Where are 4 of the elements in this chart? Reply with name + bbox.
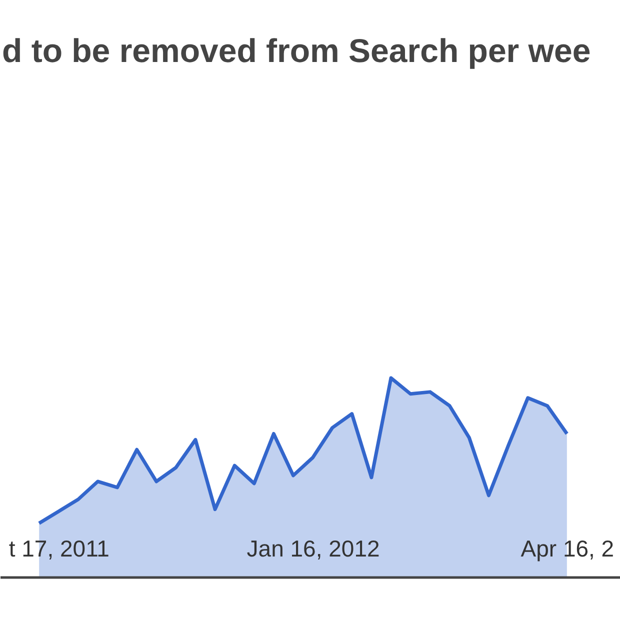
- x-tick-label: Apr 16, 2: [520, 536, 614, 562]
- x-tick-label: Jan 16, 2012: [246, 536, 380, 562]
- chart-title: d to be removed from Search per wee: [2, 32, 591, 69]
- x-tick-label: t 17, 2011: [8, 536, 110, 562]
